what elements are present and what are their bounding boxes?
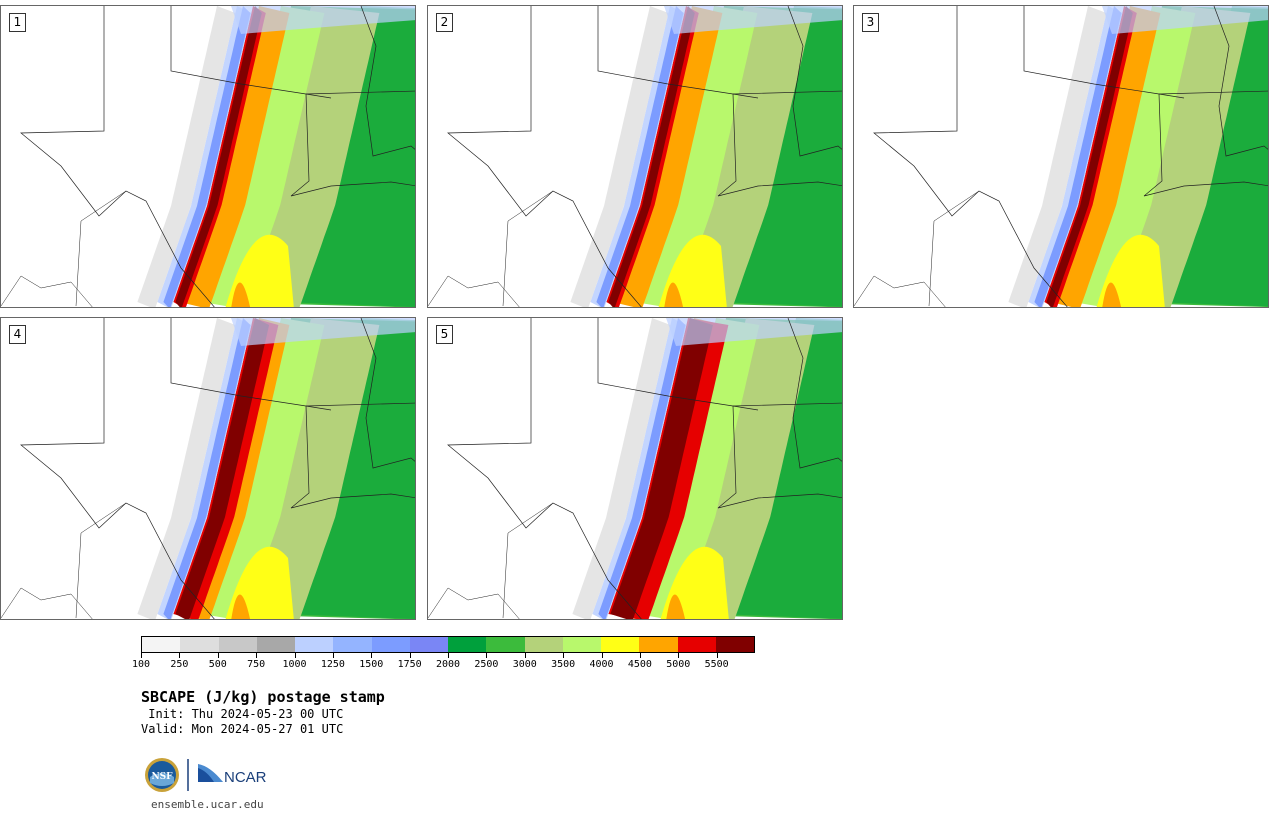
- panel-number-5: 5: [436, 325, 453, 344]
- postage-stamp-panel-5: 5: [427, 317, 843, 620]
- colorbar-tick-label: 4000: [589, 659, 614, 670]
- colorbar-tick: [332, 653, 334, 658]
- cape-fill: [1008, 6, 1268, 307]
- colorbar-swatch-13: [601, 637, 640, 652]
- colorbar-tick-label: 1250: [320, 659, 345, 670]
- colorbar-tick: [639, 653, 641, 658]
- nsf-ncar-logos: NSF NCAR: [145, 758, 267, 792]
- colorbar-swatch-9: [448, 637, 487, 652]
- colorbar-tick-label: 1750: [397, 659, 422, 670]
- colorbar-tick: [256, 653, 258, 658]
- state-borders: [1, 318, 415, 619]
- colorbar-tick: [217, 653, 219, 658]
- colorbar-tick-label: 5500: [704, 659, 729, 670]
- colorbar-ticks: [141, 653, 755, 659]
- colorbar-tick-label: 4500: [627, 659, 652, 670]
- colorbar-tick-label: 3000: [512, 659, 537, 670]
- colorbar-swatch-4: [256, 637, 295, 652]
- colorbar-swatch-3: [218, 637, 257, 652]
- colorbar-swatch-14: [639, 637, 678, 652]
- colorbar-tick-label: 1500: [359, 659, 384, 670]
- colorbar-tick: [141, 653, 142, 658]
- sbcape-map-5: [428, 318, 842, 619]
- colorbar-swatch-7: [371, 637, 410, 652]
- colorbar-swatch-11: [524, 637, 563, 652]
- nsf-logo-text: NSF: [151, 772, 173, 782]
- postage-stamp-panel-4: 4: [0, 317, 416, 620]
- colorbar-tick: [601, 653, 603, 658]
- cape-fill: [137, 6, 415, 307]
- colorbar-swatch-12: [562, 637, 601, 652]
- panel-number-3: 3: [862, 13, 879, 32]
- colorbar-tick-label: 750: [247, 659, 266, 670]
- colorbar-swatch-15: [677, 637, 716, 652]
- colorbar-tick: [448, 653, 449, 658]
- nsf-logo-icon: NSF: [145, 758, 179, 792]
- colorbar-tick-label: 3500: [551, 659, 576, 670]
- ensemble-url: ensemble.ucar.edu: [151, 798, 264, 811]
- sbcape-map-2: [428, 6, 842, 307]
- colorbar-tick: [294, 653, 296, 658]
- colorbar-tick-label: 100: [131, 659, 151, 670]
- ncar-logo-text: NCAR: [224, 769, 267, 786]
- panel-number-2: 2: [436, 13, 453, 32]
- colorbar-tick: [678, 653, 680, 658]
- colorbar-swatch-8: [409, 637, 448, 652]
- colorbar-tick: [486, 653, 488, 658]
- colorbar-swatch-16: [715, 637, 754, 652]
- postage-stamp-panel-2: 2: [427, 5, 843, 308]
- init-time: Init: Thu 2024-05-23 00 UTC: [141, 707, 344, 721]
- colorbar-tick: [563, 653, 565, 658]
- state-borders: [854, 6, 1268, 307]
- colorbar-tick: [524, 653, 526, 658]
- sbcape-map-3: [854, 6, 1268, 307]
- valid-time: Valid: Mon 2024-05-27 01 UTC: [141, 722, 344, 736]
- colorbar-swatch-2: [180, 637, 219, 652]
- cape-fill: [137, 318, 415, 619]
- state-borders: [428, 6, 842, 307]
- sbcape-colorbar: [141, 636, 755, 653]
- colorbar-tick-label: 250: [170, 659, 189, 670]
- sbcape-map-1: [1, 6, 415, 307]
- state-borders: [428, 318, 842, 619]
- panel-number-4: 4: [9, 325, 26, 344]
- postage-stamp-panel-1: 1: [0, 5, 416, 308]
- colorbar-tick-label: 500: [208, 659, 227, 670]
- postage-stamp-panel-3: 3: [853, 5, 1269, 308]
- ncar-logo-icon: NCAR: [198, 764, 267, 786]
- colorbar-tick-label: 2000: [435, 659, 461, 670]
- colorbar-swatch-5: [295, 637, 334, 652]
- state-borders: [1, 6, 415, 307]
- colorbar-tick-label: 1000: [282, 659, 307, 670]
- cape-fill: [572, 318, 842, 619]
- product-title: SBCAPE (J/kg) postage stamp: [141, 688, 385, 706]
- colorbar-tick-labels: 100 250 500 750 1000 1250 1500 1750 2000 2500 3000…: [132, 659, 755, 673]
- colorbar-tick: [371, 653, 373, 658]
- colorbar-tick: [716, 653, 718, 658]
- colorbar-swatch-10: [486, 637, 525, 652]
- cape-fill: [570, 6, 842, 307]
- colorbar-tick-label: 5000: [666, 659, 691, 670]
- sbcape-map-4: [1, 318, 415, 619]
- colorbar-swatch-1: [142, 637, 181, 652]
- colorbar-tick: [179, 653, 181, 658]
- colorbar-tick: [409, 653, 411, 658]
- colorbar-tick-label: 2500: [474, 659, 499, 670]
- panel-number-1: 1: [9, 13, 26, 32]
- colorbar-swatch-6: [333, 637, 372, 652]
